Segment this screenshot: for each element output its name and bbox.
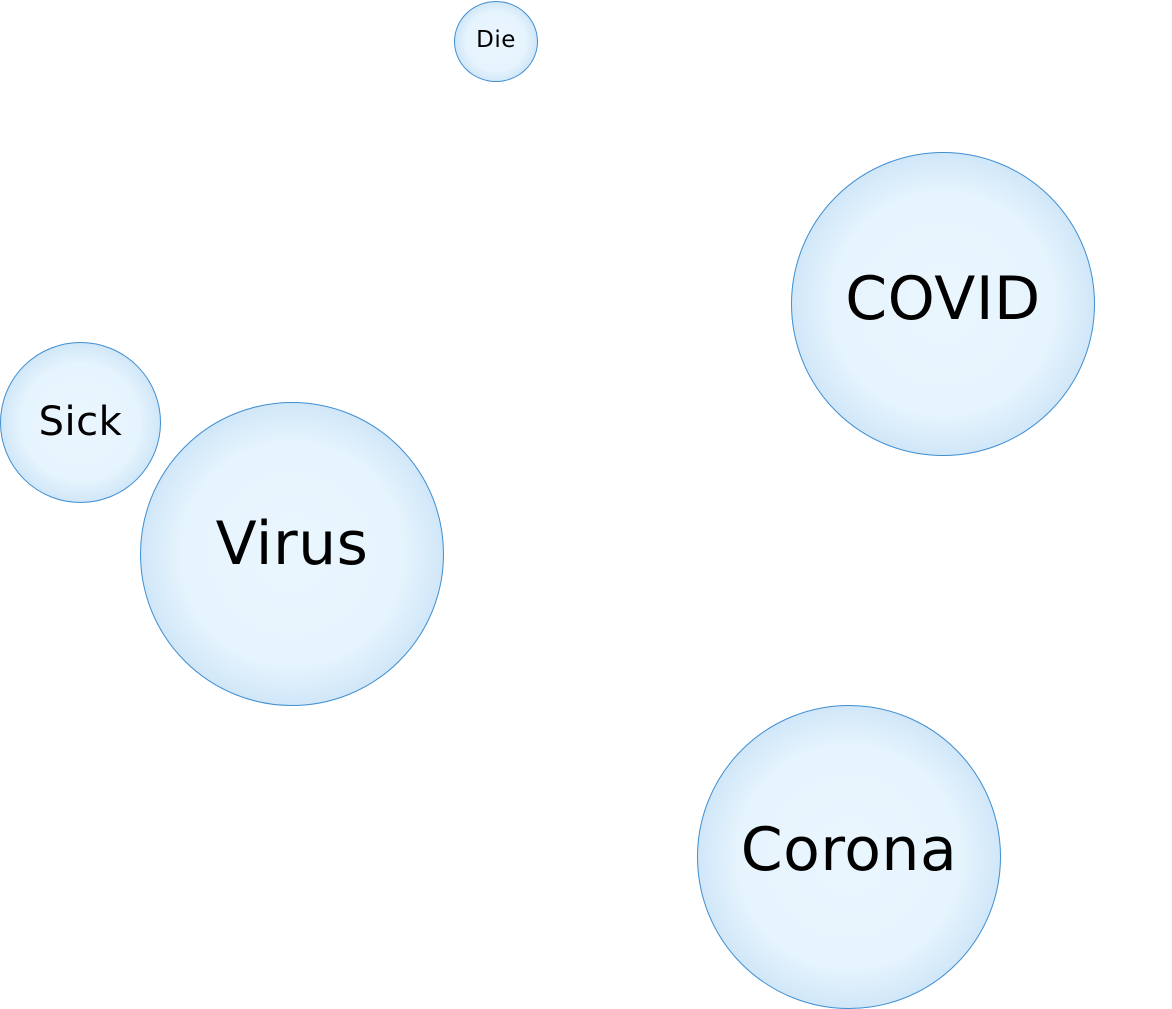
bubble-corona: Corona [697, 705, 1001, 1009]
bubble-label-die: Die [476, 27, 516, 53]
bubble-label-corona: Corona [740, 815, 958, 885]
bubble-label-sick: Sick [38, 398, 123, 445]
bubble-covid: COVID [791, 152, 1095, 456]
bubble-label-covid: COVID [845, 264, 1041, 334]
bubble-sick: Sick [0, 342, 161, 503]
bubble-virus: Virus [140, 402, 444, 706]
bubble-die: Die [454, 1, 538, 82]
bubble-label-virus: Virus [215, 509, 369, 579]
